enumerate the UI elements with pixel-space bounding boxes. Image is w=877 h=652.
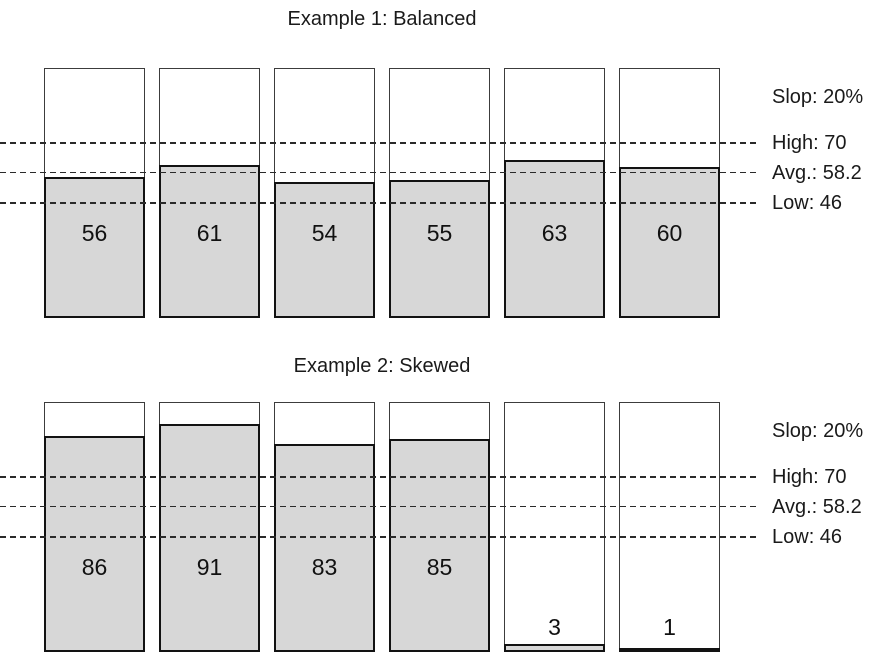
- bar-fill: [274, 443, 375, 652]
- bar-value-label: 61: [196, 220, 223, 246]
- bar-value-label: 3: [548, 613, 561, 640]
- bar-value-label: 56: [81, 220, 108, 246]
- chart-title: Example 1: Balanced: [287, 8, 477, 30]
- bar-fill: [274, 182, 375, 318]
- bar-fill: [44, 436, 145, 652]
- bar-capacity-outline: 56: [44, 68, 145, 318]
- reference-line-label-low: Low: 46: [772, 526, 843, 548]
- reference-line-avg: [0, 171, 758, 174]
- reference-line-label-low: Low: 46: [772, 192, 843, 214]
- bar-fill: [44, 177, 145, 318]
- bar-value-label: 91: [196, 554, 223, 580]
- bar-capacity-outline: 91: [159, 402, 260, 652]
- bar-fill: [504, 159, 605, 318]
- chart-title: Example 2: Skewed: [293, 355, 471, 377]
- annotation-label-slop: Slop: 20%: [772, 420, 864, 442]
- annotation-label-slop: Slop: 20%: [772, 86, 864, 108]
- bar-capacity-outline: 61: [159, 68, 260, 318]
- bar-value-label: 1: [663, 614, 676, 640]
- reference-line-avg: [0, 505, 758, 508]
- bar-fill: [389, 438, 490, 652]
- bar-capacity-outline: 3: [504, 402, 605, 652]
- bar-value-label: 85: [426, 554, 453, 580]
- reference-line-label-high: High: 70: [772, 132, 847, 154]
- reference-line-high: [0, 476, 758, 478]
- reference-line-high: [0, 142, 758, 144]
- reference-line-low: [0, 536, 758, 538]
- bar-fill: [619, 167, 720, 318]
- bar-capacity-outline: 55: [389, 68, 490, 318]
- reference-line-label-avg: Avg.: 58.2: [772, 495, 862, 518]
- reference-line-label-avg: Avg.: 58.2: [772, 161, 862, 184]
- bar-value-label: 55: [426, 220, 453, 246]
- bar-capacity-outline: 63: [504, 68, 605, 318]
- bar-value-label: 60: [656, 220, 683, 246]
- bar-value-label: 63: [541, 220, 568, 246]
- bar-value-label: 83: [311, 554, 338, 580]
- chart-example-2: Example 2: Skewed 86 91 83 85 3 1 High: 70 Avg.:…: [0, 334, 877, 652]
- bar-capacity-outline: 85: [389, 402, 490, 652]
- bar-fill: [619, 648, 720, 652]
- chart-example-1: Example 1: Balanced 56 61 54 55 63 60 High: 70 A…: [0, 8, 864, 318]
- bar-capacity-outline: 86: [44, 402, 145, 652]
- bar-fill: [389, 179, 490, 318]
- bar-fill: [159, 164, 260, 318]
- bar-capacity-outline: 60: [619, 68, 720, 318]
- bar-fill: [159, 423, 260, 652]
- bar-capacity-outline: 1: [619, 402, 720, 652]
- bar-value-label: 86: [81, 554, 108, 580]
- bar-capacity-outline: 83: [274, 402, 375, 652]
- bar-value-label: 54: [311, 220, 338, 246]
- bar-capacity-outline: 54: [274, 68, 375, 318]
- bar-fill: [504, 643, 605, 652]
- reference-line-label-high: High: 70: [772, 466, 847, 488]
- reference-line-low: [0, 202, 758, 204]
